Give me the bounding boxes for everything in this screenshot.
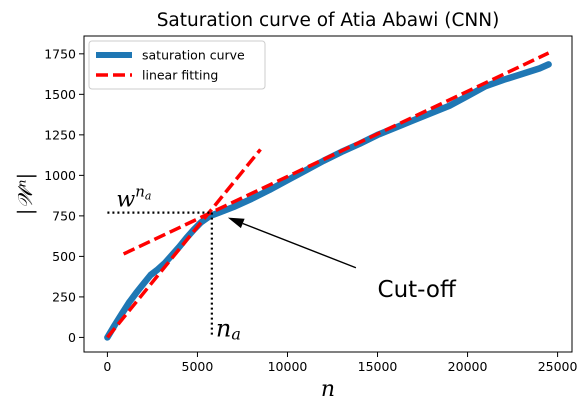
guide-y-label-sup-sub: a	[145, 190, 152, 203]
y-tick-label: 250	[52, 289, 76, 304]
chart-title: Saturation curve of Atia Abawi (CNN)	[157, 10, 500, 31]
plot-area	[83, 35, 573, 353]
y-tick-label: 1750	[44, 46, 76, 61]
x-tick-label: 15000	[358, 359, 398, 374]
x-tick-label: 20000	[448, 359, 488, 374]
legend-box	[88, 40, 266, 90]
x-tick-label: 5000	[182, 359, 214, 374]
linear-fit-line	[106, 148, 262, 339]
legend-label-linear: linear fitting	[142, 68, 218, 83]
cutoff-label: Cut-off	[378, 277, 457, 303]
guide-y-label-sup: n	[135, 183, 145, 201]
y-tick-label: 750	[52, 208, 76, 223]
y-tick-label: 500	[52, 249, 76, 264]
linear-fit-line	[122, 51, 550, 256]
series-layer	[104, 51, 552, 341]
y-axis: 0 250 500 750 1000 1250 1500 1750	[44, 46, 84, 345]
legend: saturation curve linear fitting	[88, 40, 266, 90]
guide-x-label-sub: a	[231, 324, 241, 343]
guide-y-label: wna	[116, 183, 151, 213]
cutoff-arrow-shaft	[242, 222, 357, 269]
cutoff-arrow-head	[227, 217, 245, 229]
saturation-curve-line	[104, 61, 552, 341]
x-tick-label: 10000	[268, 359, 308, 374]
y-tick-label: 1250	[44, 127, 76, 142]
y-axis-label: |𝒲ⁿ|	[13, 173, 38, 216]
x-tick-label: 0	[103, 359, 111, 374]
y-tick-label: 1500	[44, 87, 76, 102]
x-axis-label: n	[321, 377, 335, 402]
x-tick-label: 25000	[538, 359, 578, 374]
legend-label-saturation: saturation curve	[142, 48, 245, 63]
y-tick-label: 1000	[44, 168, 76, 183]
x-axis: 0 5000 10000 15000 20000 25000	[103, 352, 578, 374]
guide-x-label: na	[216, 314, 241, 343]
y-tick-label: 0	[68, 330, 76, 345]
